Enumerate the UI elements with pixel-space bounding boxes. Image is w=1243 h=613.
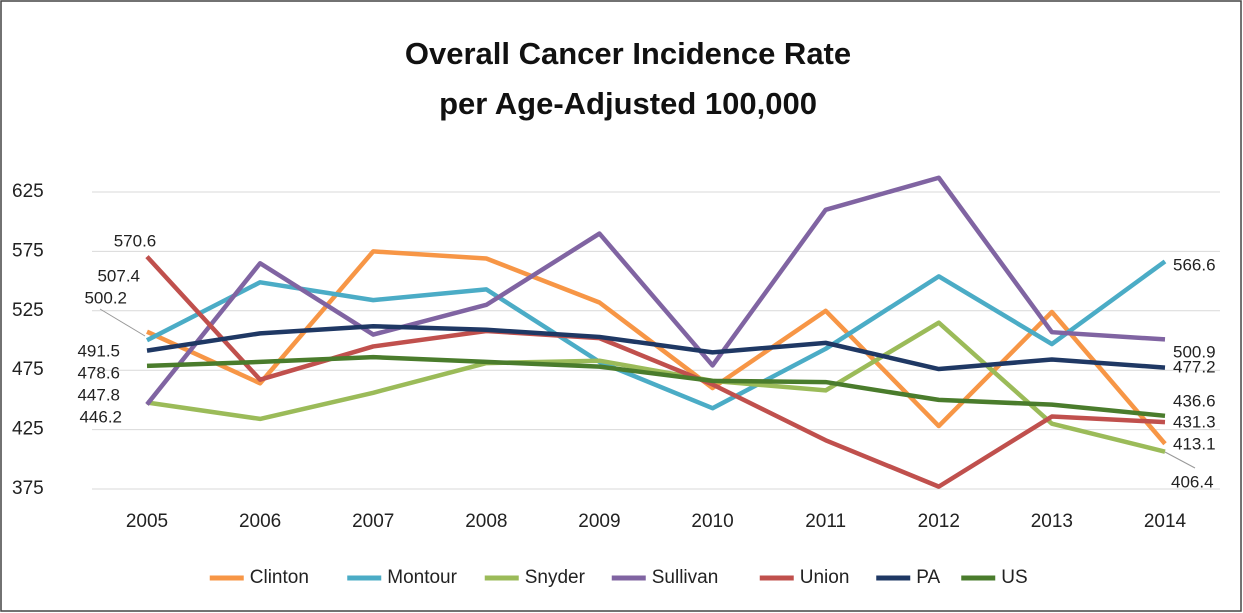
legend-label: Montour bbox=[387, 567, 457, 588]
data-label: 446.2 bbox=[79, 407, 122, 426]
x-tick-label: 2012 bbox=[918, 511, 960, 532]
data-label: 491.5 bbox=[77, 341, 120, 360]
data-label: 436.6 bbox=[1173, 391, 1216, 410]
legend-label: Sullivan bbox=[652, 567, 719, 588]
x-tick-label: 2009 bbox=[578, 511, 620, 532]
y-tick-label: 375 bbox=[12, 478, 44, 499]
x-tick-label: 2005 bbox=[126, 511, 168, 532]
x-tick-label: 2006 bbox=[239, 511, 281, 532]
legend-label: Clinton bbox=[250, 567, 309, 588]
y-tick-label: 575 bbox=[12, 240, 44, 261]
series-line bbox=[146, 323, 1166, 372]
data-label: 500.2 bbox=[84, 288, 127, 307]
y-tick-label: 525 bbox=[12, 300, 44, 321]
y-tick-label: 475 bbox=[12, 359, 44, 380]
data-label: 406.4 bbox=[1171, 472, 1214, 491]
data-label: 566.6 bbox=[1173, 255, 1216, 274]
data-label: 500.9 bbox=[1173, 342, 1216, 361]
legend-label: PA bbox=[916, 567, 940, 588]
data-label: 570.6 bbox=[114, 231, 157, 250]
leader-line bbox=[1164, 451, 1196, 469]
series-line bbox=[145, 175, 1166, 406]
data-label: 447.8 bbox=[77, 385, 120, 404]
series-line bbox=[146, 320, 1166, 454]
x-tick-label: 2010 bbox=[691, 511, 733, 532]
series-line bbox=[145, 255, 1166, 489]
y-tick-label: 625 bbox=[12, 181, 44, 202]
chart-title: per Age-Adjusted 100,000 bbox=[439, 86, 817, 121]
series-line bbox=[145, 259, 1167, 411]
legend-label: US bbox=[1001, 567, 1027, 588]
x-tick-label: 2014 bbox=[1144, 511, 1187, 532]
y-tick-label: 425 bbox=[12, 419, 44, 440]
x-tick-label: 2008 bbox=[465, 511, 507, 532]
leader-line bbox=[99, 308, 146, 337]
legend-label: Snyder bbox=[525, 567, 586, 588]
chart-title: Overall Cancer Incidence Rate bbox=[405, 36, 851, 71]
data-label: 507.4 bbox=[97, 266, 140, 285]
data-label: 413.1 bbox=[1173, 434, 1216, 453]
x-tick-label: 2011 bbox=[805, 511, 846, 532]
data-label: 431.3 bbox=[1173, 412, 1216, 431]
legend-label: Union bbox=[800, 567, 850, 588]
x-tick-label: 2007 bbox=[352, 511, 394, 532]
data-label: 477.2 bbox=[1173, 357, 1216, 376]
series-line bbox=[146, 354, 1166, 419]
x-tick-label: 2013 bbox=[1031, 511, 1073, 532]
data-label: 478.6 bbox=[77, 363, 120, 382]
